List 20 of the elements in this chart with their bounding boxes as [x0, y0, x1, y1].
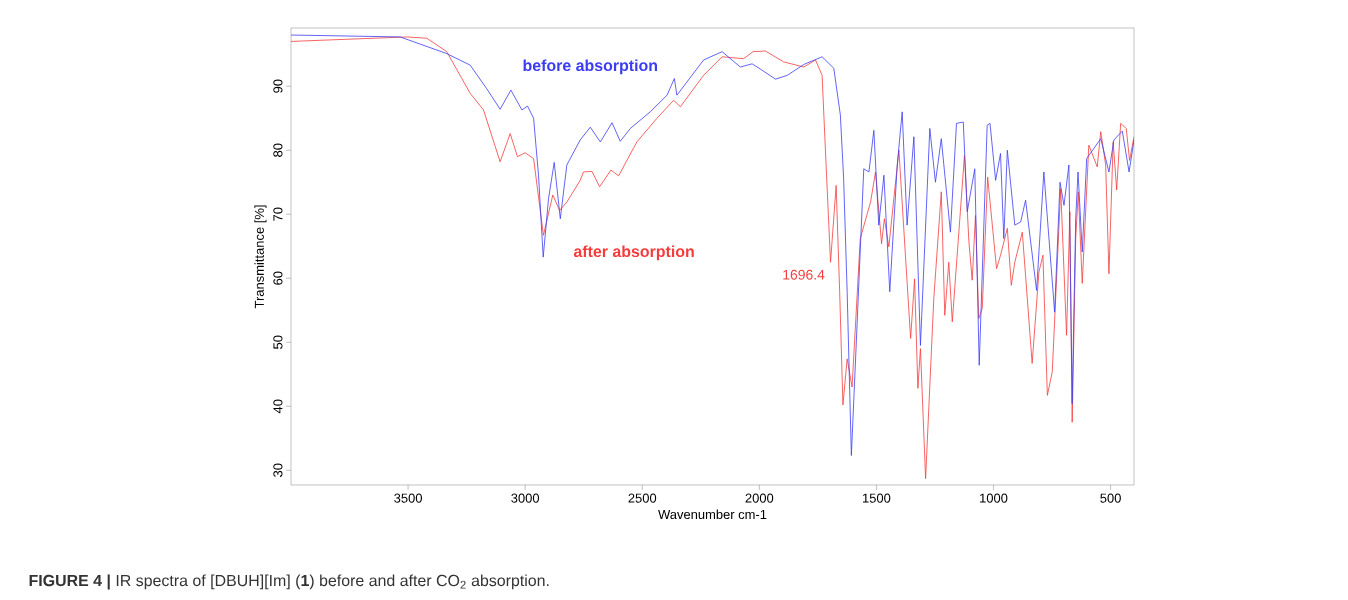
- x-axis-title: Wavenumber cm-1: [658, 509, 767, 520]
- x-tick-label: 3000: [511, 493, 540, 503]
- x-tick-label: 2000: [745, 493, 774, 503]
- y-tick-label: 80: [273, 143, 283, 157]
- y-tick-label: 30: [273, 463, 283, 477]
- y-tick-label: 90: [273, 79, 283, 93]
- x-tick-label: 1000: [980, 493, 1008, 503]
- x-tick-label: 1500: [863, 493, 891, 503]
- y-tick-label: 50: [273, 335, 283, 349]
- y-tick-label: 60: [273, 271, 283, 285]
- text: after absorption: [573, 245, 694, 261]
- annotation: 1696.4: [783, 269, 825, 280]
- x-tick-label: 500: [1100, 493, 1121, 503]
- y-tick-label: 40: [273, 399, 283, 414]
- y-tick-label: 70: [273, 207, 283, 221]
- y-axis-title: Transmittance [%]: [254, 205, 267, 309]
- x-tick-label: 3500: [394, 493, 422, 503]
- text: FIGURE 4 | IR spectra of [DBUH][Im] (1) before and after CO$_{2}$ absorption.: [29, 574, 549, 590]
- series-label: before absorption: [523, 59, 658, 75]
- x-tick-label: 2500: [628, 493, 657, 503]
